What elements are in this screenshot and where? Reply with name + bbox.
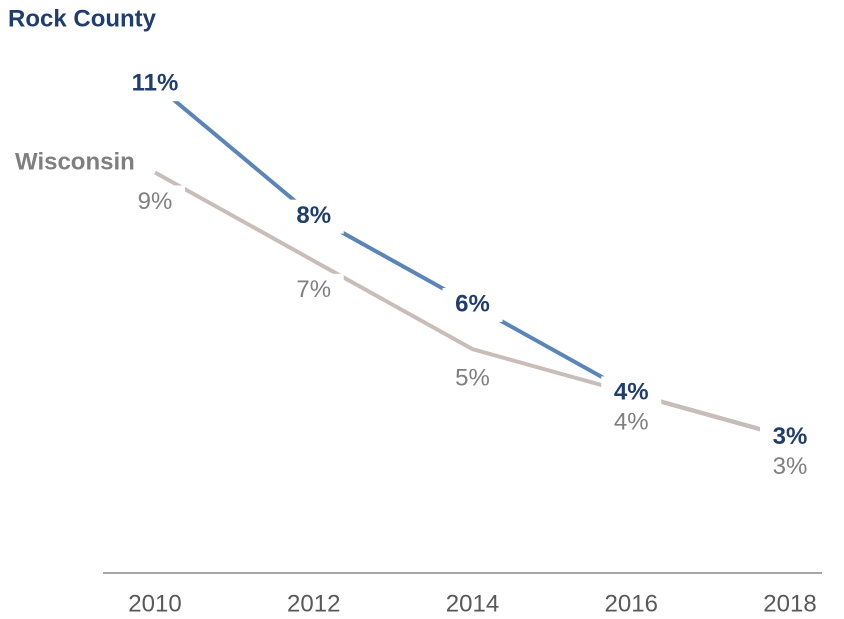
- label-bg: [760, 420, 820, 455]
- x-tick-label: 2018: [763, 590, 816, 617]
- x-tick-label: 2010: [128, 590, 181, 617]
- data-label: 8%: [296, 202, 331, 229]
- label-bg: [283, 199, 344, 234]
- data-label: 5%: [455, 365, 490, 392]
- data-label: 4%: [614, 379, 649, 406]
- x-tick-label: 2016: [605, 590, 658, 617]
- x-tick-label: 2012: [287, 590, 340, 617]
- data-label: 3%: [773, 453, 808, 480]
- line: [154, 170, 791, 440]
- label-bg: [283, 273, 344, 308]
- label-bg: [125, 67, 185, 102]
- label-bg: [601, 406, 662, 441]
- data-label: 9%: [138, 188, 173, 215]
- data-label: 6%: [455, 290, 490, 317]
- data-label: 7%: [296, 276, 331, 303]
- legend-label: Rock County: [8, 5, 157, 32]
- legend-label: Wisconsin: [15, 148, 135, 175]
- data-label: 11%: [132, 70, 179, 97]
- data-label: 4%: [614, 409, 649, 436]
- label-bg: [601, 376, 662, 411]
- label-bg: [442, 288, 503, 322]
- data-label: 3%: [773, 423, 808, 450]
- label-bg: [442, 362, 503, 397]
- label-bg: [125, 185, 185, 220]
- label-bg: [760, 450, 820, 485]
- x-tick-label: 2014: [446, 590, 499, 617]
